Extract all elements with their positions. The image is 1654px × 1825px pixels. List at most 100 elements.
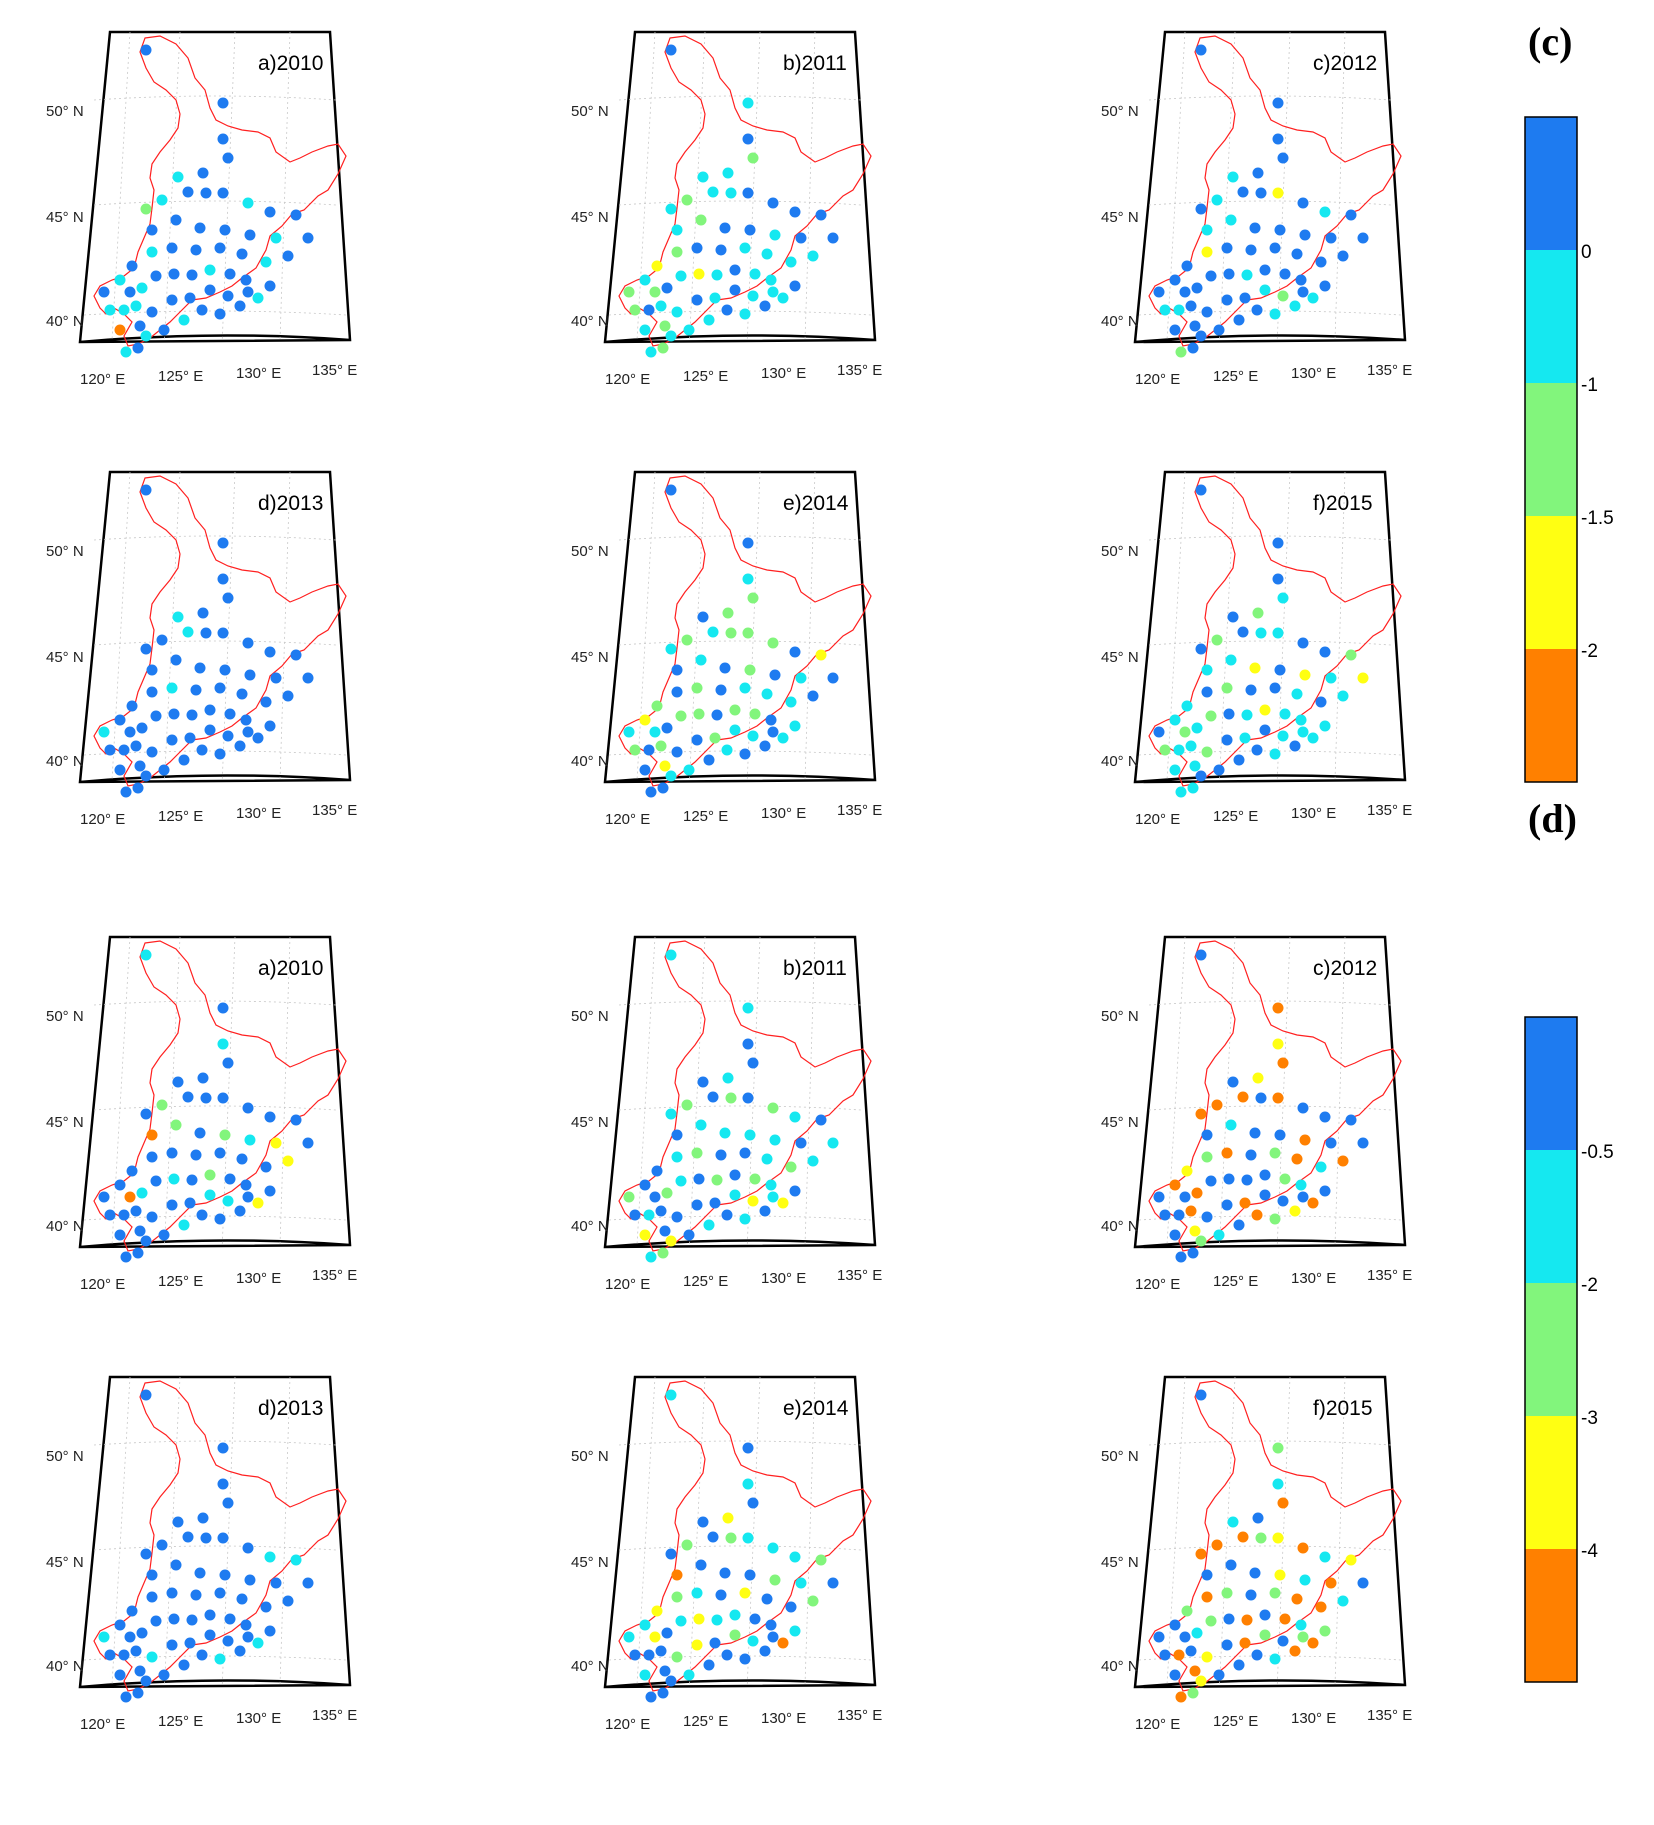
station-dot (1299, 1574, 1311, 1586)
station-dot (130, 300, 142, 312)
station-dot (643, 744, 655, 756)
station-dot (156, 634, 168, 646)
station-dot (1175, 1251, 1187, 1263)
station-dot (217, 1002, 229, 1014)
station-dot (1169, 1179, 1181, 1191)
meridian-line (1166, 31, 1186, 341)
station-dot (224, 1613, 236, 1625)
meridian-line (1334, 936, 1346, 1246)
station-dot (761, 1593, 773, 1605)
station-dot (645, 1251, 657, 1263)
lat-label: 50° N (1101, 1448, 1139, 1465)
meridian-line (221, 936, 236, 1246)
station-dot (282, 1155, 294, 1167)
station-dot (709, 1637, 721, 1649)
station-dot (769, 229, 781, 241)
station-dot (150, 1615, 162, 1627)
colorbar-segment (1525, 383, 1577, 516)
station-dot (1195, 1675, 1207, 1687)
station-dot (697, 1076, 709, 1088)
station-dot (264, 1185, 276, 1197)
station-dot (1277, 592, 1289, 604)
station-dot (1205, 270, 1217, 282)
station-dot (1319, 280, 1331, 292)
parallel-line (93, 200, 337, 206)
station-dot (742, 1532, 754, 1544)
station-dot (1237, 1091, 1249, 1103)
station-dot (711, 1614, 723, 1626)
lon-label: 120° E (605, 1276, 650, 1293)
station-dot (242, 1631, 254, 1643)
station-dot (290, 649, 302, 661)
station-dot (302, 232, 314, 244)
station-dot (134, 760, 146, 772)
station-dot (1357, 1137, 1369, 1149)
lat-label: 45° N (46, 649, 84, 666)
graticule (83, 471, 347, 781)
station-dot (671, 1129, 683, 1141)
parallel-line (1148, 200, 1392, 206)
lon-label: 120° E (605, 1716, 650, 1733)
station-dot (1187, 342, 1199, 354)
stations (623, 484, 839, 798)
station-dot (715, 684, 727, 696)
station-dot (729, 704, 741, 716)
colorbar-border (1524, 116, 1578, 783)
station-dot (1277, 730, 1289, 742)
station-dot (244, 669, 256, 681)
station-dot (132, 1687, 144, 1699)
lon-label: 120° E (80, 371, 125, 388)
station-dot (1251, 744, 1263, 756)
station-dot (1187, 1687, 1199, 1699)
station-dot (795, 672, 807, 684)
station-dot (146, 1651, 158, 1663)
station-dot (242, 1102, 254, 1114)
meridian-line (1219, 471, 1236, 781)
station-dot (709, 1197, 721, 1209)
graticule (1138, 31, 1402, 341)
station-dot (166, 294, 178, 306)
lat-label: 45° N (571, 1554, 609, 1571)
station-dot (665, 949, 677, 961)
station-dot (1195, 1548, 1207, 1560)
station-dot (744, 224, 756, 236)
meridian-line (221, 31, 236, 341)
station-dot (742, 627, 754, 639)
station-dot (789, 646, 801, 658)
station-dot (767, 1631, 779, 1643)
station-dot (721, 1649, 733, 1661)
station-dot (104, 744, 116, 756)
station-dot (747, 290, 759, 302)
station-dot (194, 222, 206, 234)
station-dot (1153, 1631, 1165, 1643)
station-dot (655, 1645, 667, 1657)
station-dot (172, 611, 184, 623)
station-dot (168, 1173, 180, 1185)
station-dot (1319, 1625, 1331, 1637)
station-dot (789, 1185, 801, 1197)
region-outline (618, 475, 872, 787)
station-dot (719, 222, 731, 234)
station-dot (1319, 1111, 1331, 1123)
meridian-line (221, 1376, 236, 1686)
station-dot (785, 256, 797, 268)
graticule (1138, 936, 1402, 1246)
station-dot (715, 1589, 727, 1601)
station-dot (671, 1151, 683, 1163)
station-dot (777, 292, 789, 304)
station-dot (789, 206, 801, 218)
station-dot (1325, 672, 1337, 684)
station-dot (150, 710, 162, 722)
station-dot (1325, 1137, 1337, 1149)
meridian-line (804, 936, 816, 1246)
station-dot (114, 764, 126, 776)
station-dot (1159, 744, 1171, 756)
station-dot (118, 744, 130, 756)
station-dot (1233, 1659, 1245, 1671)
lon-label: 120° E (605, 371, 650, 388)
station-dot (1237, 1531, 1249, 1543)
parallel-line (618, 1000, 862, 1006)
stations (98, 484, 314, 798)
lon-label: 130° E (1291, 1270, 1336, 1287)
station-dot (807, 250, 819, 262)
